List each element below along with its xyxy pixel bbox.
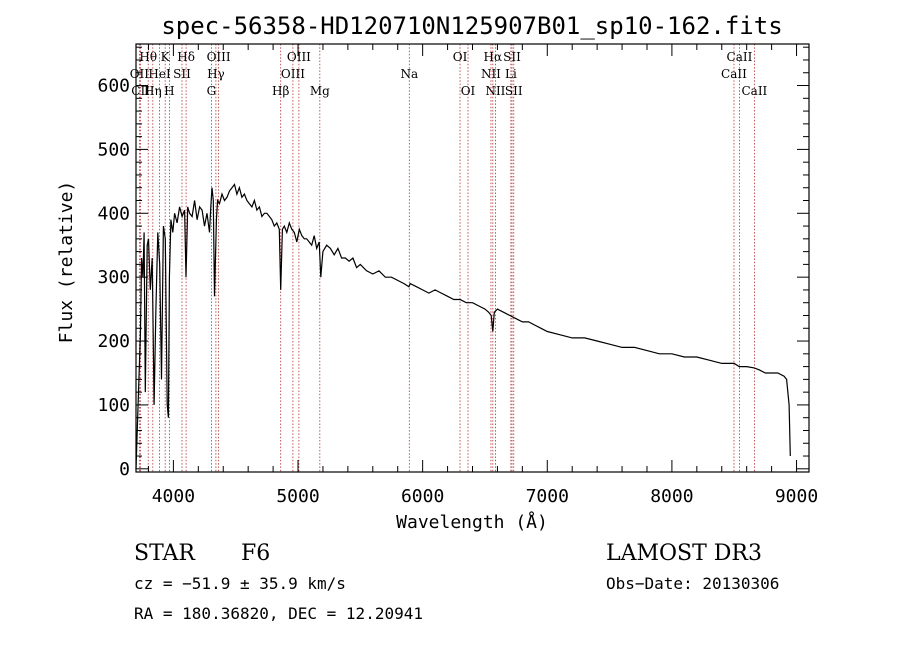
object-subclass: F6 [241, 541, 270, 566]
y-axis-label: Flux (relative) [56, 181, 77, 344]
line-marker-label: G [207, 84, 217, 98]
x-tick-label: 7000 [526, 486, 569, 507]
y-tick-label: 100 [97, 395, 130, 416]
coordinates: RA = 180.36820, DEC = 12.20941 [134, 604, 423, 623]
y-tick-label: 300 [97, 267, 130, 288]
line-marker-label: OIII [287, 50, 311, 64]
line-marker-label: OIII [281, 67, 305, 81]
line-marker-label: Mg [310, 84, 330, 98]
line-marker-label: Hδ [177, 50, 195, 64]
line-marker-label: Na [400, 67, 418, 81]
line-marker-label: H [164, 84, 174, 98]
axis-tick-labels: 4000 5000 6000 7000 8000 9000 0 100 200 300 400 500… [97, 76, 818, 507]
plot-frame [135, 43, 810, 473]
line-marker-label: SII [173, 67, 191, 81]
line-marker-label: NII [481, 67, 501, 81]
y-tick-label: 500 [97, 139, 130, 160]
line-marker-label: OII [130, 67, 150, 81]
line-marker-label: OI [453, 50, 468, 64]
chart-title: spec-56358-HD120710N125907B01_sp10-162.f… [161, 12, 782, 40]
line-marker-label: Hθ [139, 50, 157, 64]
line-marker-label: Li [505, 67, 517, 81]
x-axis-label: Wavelength (Å) [396, 511, 548, 533]
x-tick-label: 6000 [401, 486, 444, 507]
line-marker-label: HeI [148, 67, 171, 81]
line-marker-label: Hβ [272, 84, 289, 98]
object-class: STAR [134, 541, 196, 566]
y-tick-label: 0 [119, 459, 130, 480]
line-marker-label: Hα [484, 50, 503, 64]
line-marker-label: CaII [741, 84, 767, 98]
y-tick-label: 600 [97, 76, 130, 97]
line-marker-label: NII [485, 84, 505, 98]
redshift-cz: cz = −51.9 ± 35.9 km/s [134, 574, 346, 593]
line-marker-label: Hη [144, 84, 162, 98]
line-marker-label: K [161, 50, 171, 64]
line-marker-label: CaII [721, 67, 747, 81]
x-tick-label: 4000 [152, 486, 195, 507]
y-tick-label: 400 [97, 203, 130, 224]
y-tick-label: 200 [97, 331, 130, 352]
line-marker-label: CaII [727, 50, 753, 64]
obs-date: Obs−Date: 20130306 [606, 574, 779, 593]
x-tick-label: 9000 [775, 486, 818, 507]
line-marker-label: SII [503, 50, 521, 64]
survey-name: LAMOST DR3 [606, 541, 762, 566]
line-marker-label: OI [461, 84, 476, 98]
spectrum-series-line [135, 183, 791, 469]
line-marker-label: Hγ [207, 67, 225, 81]
x-tick-label: 5000 [276, 486, 319, 507]
axis-ticks [136, 44, 809, 472]
line-marker-label: SII [505, 84, 523, 98]
emission-line-markers [138, 44, 755, 472]
line-marker-label: OIII [207, 50, 231, 64]
x-tick-label: 8000 [650, 486, 693, 507]
